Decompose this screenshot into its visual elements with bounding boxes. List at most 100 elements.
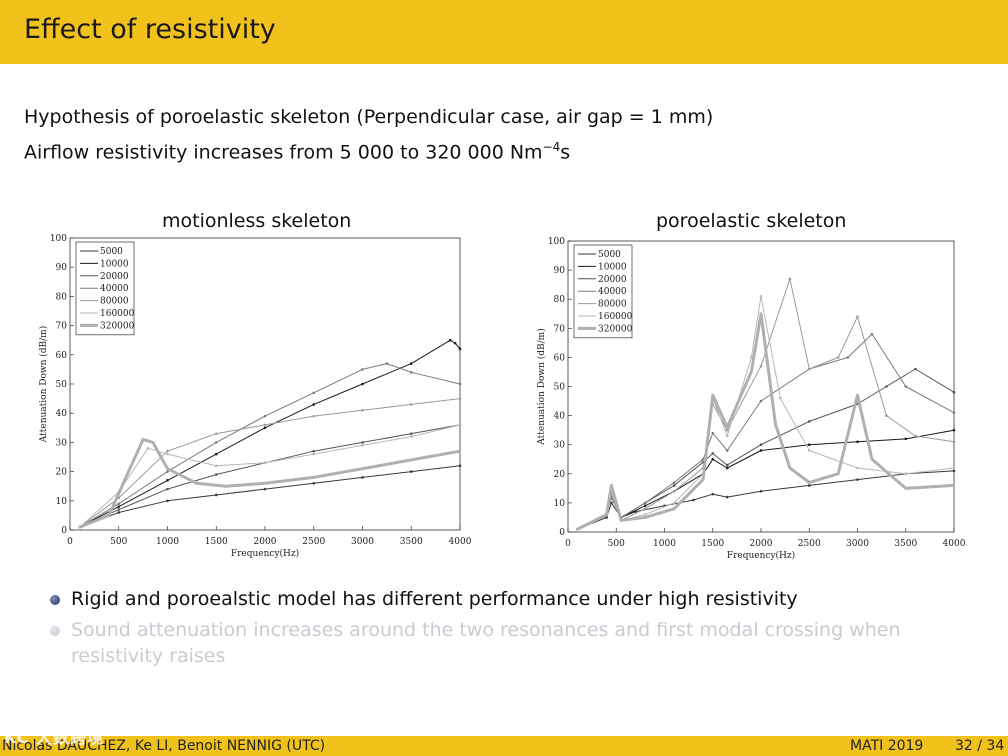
data-point — [759, 443, 763, 446]
y-tick-label: 70 — [56, 322, 68, 332]
y-tick-label: 100 — [548, 237, 565, 247]
data-point — [856, 315, 859, 318]
data-point — [807, 484, 811, 487]
data-point — [214, 473, 218, 476]
y-tick-label: 10 — [56, 497, 68, 507]
data-point — [759, 399, 763, 403]
y-tick-label: 80 — [554, 295, 566, 305]
data-point — [409, 371, 413, 374]
data-point — [643, 501, 647, 505]
data-point — [409, 435, 413, 438]
chart-title-poroelastic: poroelastic skeleton — [656, 210, 847, 232]
data-point — [263, 423, 267, 427]
data-point — [725, 463, 729, 467]
data-point — [725, 428, 729, 432]
data-point — [914, 434, 917, 438]
title-bar: Effect of resistivity — [0, 0, 1008, 64]
data-point — [214, 452, 218, 456]
bullet-item: Rigid and poroealstic model has differen… — [50, 586, 950, 612]
data-point — [409, 362, 413, 365]
data-point — [725, 449, 729, 452]
data-point — [361, 441, 364, 444]
series-line-20000 — [79, 424, 461, 528]
data-point — [409, 403, 413, 406]
y-tick-label: 60 — [554, 353, 566, 363]
data-point — [711, 457, 715, 461]
data-point — [166, 487, 169, 491]
data-point — [725, 466, 729, 470]
y-tick-label: 30 — [56, 438, 68, 448]
legend-label: 320000 — [598, 324, 633, 334]
footer-page-number: 32 / 34 — [955, 738, 1005, 754]
footer-bar: Nicolas DAUCHEZ, Ke LI, Benoit NENNIG (U… — [0, 736, 1008, 756]
intro-line-2-suffix: s — [560, 141, 571, 164]
series-line-160000 — [577, 295, 955, 530]
x-tick-label: 3500 — [894, 539, 917, 549]
data-point — [701, 457, 705, 461]
data-point — [643, 504, 647, 508]
data-point — [914, 367, 917, 371]
data-point — [214, 464, 218, 468]
data-point — [952, 411, 956, 414]
y-tick-label: 70 — [554, 324, 566, 334]
data-point — [952, 469, 956, 473]
data-point — [952, 440, 956, 444]
data-point — [312, 481, 316, 485]
data-point — [952, 466, 956, 470]
series-line-40000 — [79, 363, 461, 528]
data-point — [904, 385, 908, 388]
y-tick-label: 20 — [554, 470, 566, 480]
data-point — [725, 434, 729, 438]
data-point — [312, 403, 316, 406]
data-point — [672, 484, 676, 487]
data-point — [836, 356, 840, 359]
data-point — [856, 478, 859, 481]
data-point — [312, 414, 316, 418]
x-tick-label: 1000 — [653, 539, 676, 549]
data-point — [312, 391, 316, 395]
x-tick-label: 2500 — [798, 539, 821, 549]
data-point — [409, 470, 413, 473]
data-point — [885, 385, 888, 388]
y-tick-label: 90 — [56, 263, 68, 273]
x-tick-label: 4000 — [449, 537, 472, 547]
y-tick-label: 0 — [559, 528, 565, 538]
data-point — [807, 367, 811, 371]
x-axis-label: Frequency(Hz) — [231, 548, 299, 559]
y-tick-label: 10 — [554, 499, 566, 509]
data-point — [856, 440, 859, 444]
data-point — [312, 449, 316, 453]
data-point — [166, 499, 169, 503]
series-line-320000 — [577, 312, 955, 531]
legend-label: 80000 — [100, 297, 129, 307]
data-point — [458, 382, 462, 386]
bullet-text: Sound attenuation increases around the t… — [71, 619, 901, 667]
series-line-20000 — [577, 368, 955, 530]
data-point — [807, 420, 811, 423]
intro-line-2-exponent: −4 — [542, 140, 561, 154]
data-point — [904, 472, 908, 476]
data-point — [263, 461, 267, 465]
data-point — [214, 441, 218, 444]
data-point — [779, 396, 782, 400]
legend-label: 80000 — [598, 300, 627, 310]
data-point — [458, 464, 462, 468]
data-point — [605, 516, 608, 519]
bullet-list: Rigid and poroealstic model has differen… — [50, 586, 950, 674]
data-point — [725, 495, 729, 499]
x-tick-label: 3000 — [846, 539, 869, 549]
watermark-logo: KC 大数跨境 — [4, 728, 104, 747]
data-point — [361, 408, 364, 412]
data-point — [759, 489, 763, 493]
data-point — [409, 432, 413, 435]
bullet-icon — [50, 626, 60, 636]
y-tick-label: 100 — [50, 234, 67, 244]
data-point — [263, 487, 267, 491]
footer-authors: Nicolas DAUCHEZ, Ke LI, Benoit NENNIG (U… — [2, 738, 326, 754]
legend-label: 10000 — [598, 262, 627, 272]
y-axis-label: Attenuation Down (dB/m) — [536, 328, 547, 445]
chart-poroelastic-skeleton: 0 500 1000 1500 2000 2500 3000 3500 400001020304… — [536, 237, 966, 561]
x-tick-label: 2000 — [750, 539, 773, 549]
slide-title: Effect of resistivity — [24, 14, 276, 45]
y-tick-label: 20 — [56, 468, 68, 478]
